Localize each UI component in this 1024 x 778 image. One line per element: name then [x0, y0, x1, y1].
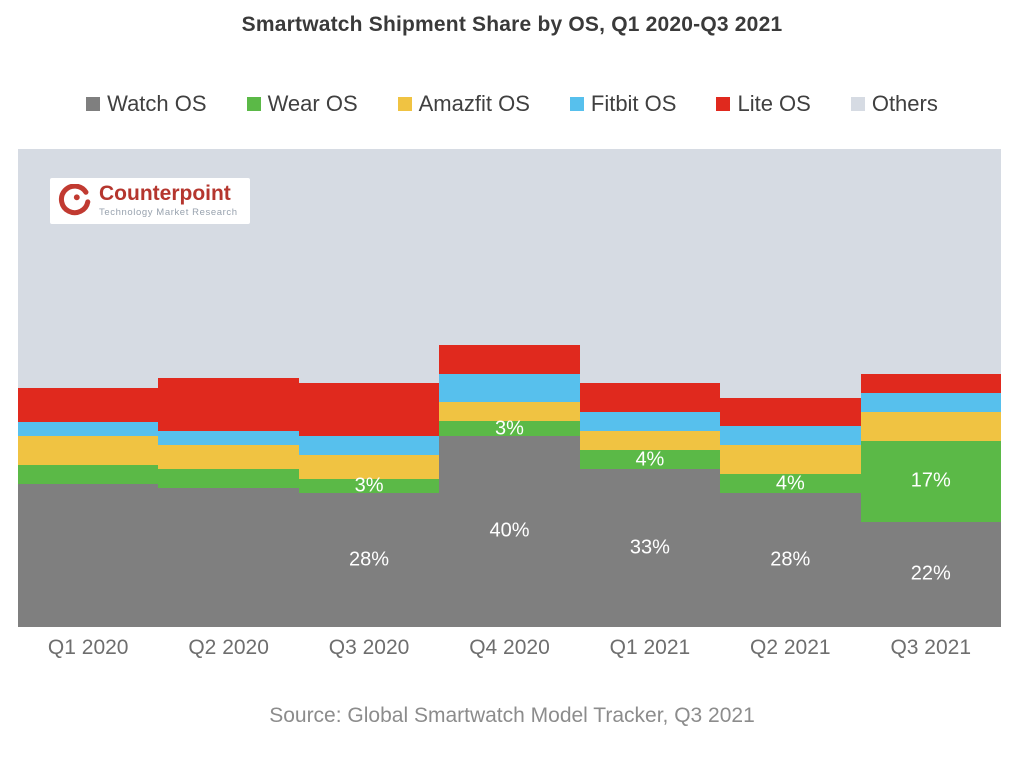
bar-q3-2020: 28% 3% — [298, 149, 440, 627]
segment-watch-os: 22% — [860, 521, 1001, 627]
segment-label: 3% — [354, 474, 384, 497]
legend-item-watch-os: Watch OS — [86, 91, 207, 117]
segment-lite-os — [439, 345, 580, 374]
segment-label: 33% — [629, 536, 670, 559]
segment-lite-os — [298, 383, 440, 436]
segment-lite-os — [720, 397, 861, 427]
legend-swatch-others — [850, 97, 865, 111]
legend-label: Amazfit OS — [418, 91, 530, 116]
segment-amazfit-os — [158, 445, 299, 470]
legend-label: Wear OS — [267, 91, 358, 116]
segment-label: 28% — [770, 548, 811, 571]
chart-legend: Watch OS Wear OS Amazfit OS Fitbit OS Lite O… — [0, 91, 1024, 117]
legend-swatch-fitbit-os — [569, 97, 584, 111]
segment-wear-os — [158, 469, 299, 489]
legend-item-others: Others — [850, 91, 938, 117]
segment-watch-os — [18, 483, 159, 627]
bar-q2-2021: 28% 4% — [720, 149, 861, 627]
legend-label: Fitbit OS — [590, 91, 677, 116]
counterpoint-logo-icon — [58, 184, 91, 216]
logo-title: Counterpoint — [99, 182, 231, 205]
segment-amazfit-os — [298, 454, 440, 479]
legend-label: Lite OS — [737, 91, 811, 116]
legend-item-amazfit-os: Amazfit OS — [397, 91, 530, 117]
legend-swatch-wear-os — [246, 97, 261, 111]
x-tick-q2-2020: Q2 2020 — [188, 636, 269, 659]
chart-title: Smartwatch Shipment Share by OS, Q1 2020… — [241, 13, 783, 36]
x-tick-q1-2021: Q1 2021 — [609, 636, 691, 659]
bar-q3-2021: 22% 17% — [860, 149, 1001, 627]
segment-watch-os: 28% — [720, 493, 861, 627]
bar-q4-2020: 40% 3% — [439, 149, 580, 627]
x-tick-q3-2021: Q3 2021 — [890, 636, 972, 659]
segment-fitbit-os — [439, 373, 580, 403]
segment-label: 3% — [495, 417, 524, 440]
x-tick-q1-2020: Q1 2020 — [47, 636, 129, 659]
plot-area: Counterpoint Technology Market Research … — [18, 149, 1001, 627]
x-axis: Q1 2020 Q2 2020 Q3 2020 Q4 2020 Q1 2021 Q2 20… — [18, 636, 1001, 660]
legend-item-lite-os: Lite OS — [716, 91, 811, 117]
bar-q1-2021: 33% 4% — [579, 149, 721, 627]
legend-label: Watch OS — [107, 91, 207, 116]
segment-label: 40% — [489, 519, 530, 542]
legend-swatch-watch-os — [86, 97, 101, 111]
legend-swatch-amazfit-os — [397, 97, 412, 111]
segment-amazfit-os — [18, 435, 159, 465]
logo-text: Counterpoint Technology Market Research — [99, 182, 238, 219]
segment-fitbit-os — [720, 426, 861, 446]
segment-lite-os — [18, 388, 159, 422]
segment-label: 17% — [910, 469, 951, 492]
segment-label: 4% — [635, 448, 665, 471]
segment-wear-os: 4% — [579, 448, 721, 471]
segment-watch-os: 28% — [298, 493, 440, 627]
legend-item-wear-os: Wear OS — [246, 91, 358, 117]
logo-subtitle: Technology Market Research — [99, 207, 238, 219]
segment-wear-os: 4% — [720, 472, 861, 495]
segment-others — [439, 149, 580, 346]
x-tick-q2-2021: Q2 2021 — [750, 636, 831, 659]
segment-watch-os: 33% — [579, 469, 721, 627]
segment-lite-os — [860, 373, 1001, 393]
legend-item-fitbit-os: Fitbit OS — [569, 91, 677, 117]
segment-label: 4% — [775, 472, 805, 495]
legend-label: Others — [871, 91, 938, 116]
segment-wear-os: 3% — [298, 475, 440, 497]
segment-others — [720, 149, 861, 398]
segment-others — [298, 149, 440, 384]
segment-amazfit-os — [439, 402, 580, 422]
segment-amazfit-os — [720, 445, 861, 475]
segment-others — [860, 149, 1001, 374]
source-note: Source: Global Smartwatch Model Tracker,… — [269, 704, 755, 727]
segment-lite-os — [579, 383, 721, 412]
segment-wear-os — [18, 464, 159, 484]
segment-fitbit-os — [298, 435, 440, 455]
counterpoint-logo: Counterpoint Technology Market Research — [50, 178, 250, 225]
segment-fitbit-os — [860, 392, 1001, 412]
segment-amazfit-os — [579, 431, 721, 451]
segment-others — [579, 149, 721, 384]
segment-amazfit-os — [860, 411, 1001, 441]
segment-watch-os — [158, 488, 299, 627]
segment-wear-os: 3% — [439, 417, 580, 439]
x-tick-q3-2020: Q3 2020 — [328, 636, 410, 659]
legend-swatch-lite-os — [716, 97, 731, 111]
segment-fitbit-os — [579, 411, 721, 432]
segment-label: 28% — [349, 548, 390, 571]
x-tick-q4-2020: Q4 2020 — [469, 636, 550, 659]
segment-wear-os: 17% — [860, 440, 1001, 522]
segment-lite-os — [158, 378, 299, 432]
segment-watch-os: 40% — [439, 435, 580, 627]
segment-label: 22% — [910, 562, 951, 585]
segment-fitbit-os — [18, 421, 159, 436]
segment-fitbit-os — [158, 431, 299, 446]
